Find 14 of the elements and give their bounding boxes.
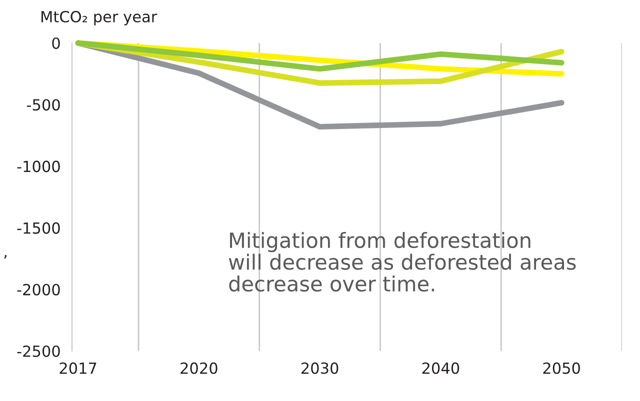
y-tick-label: -2000	[17, 284, 60, 296]
x-tick-label: 2040	[422, 362, 460, 374]
y-tick-label: -2500	[17, 345, 60, 358]
x-tick-label: 2030	[301, 362, 338, 374]
text: ’	[4, 255, 7, 259]
x-tick-label: 2020	[180, 362, 218, 374]
x-tick-label: 2017	[60, 362, 96, 374]
y-tick-label: 0	[52, 37, 60, 50]
y-tick-label: -1500	[17, 222, 60, 234]
y-tick-label: -500	[26, 99, 60, 111]
y-tick-label: -1000	[17, 160, 60, 172]
x-tick-label: 2050	[543, 362, 580, 374]
annotation: Mitigation from deforestation will decrease as deforested areas decrease over time.	[228, 232, 576, 292]
y-axis-title: MtCO₂ per year	[42, 10, 158, 26]
